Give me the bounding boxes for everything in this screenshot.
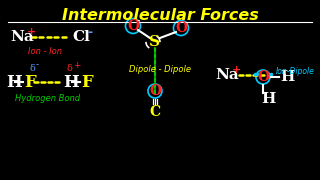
Text: δ: δ: [67, 64, 73, 73]
Text: H: H: [6, 73, 22, 91]
Text: δ: δ: [30, 64, 36, 73]
Text: -: -: [36, 60, 39, 69]
Text: F: F: [81, 73, 93, 91]
Text: +: +: [27, 27, 36, 37]
Text: Na: Na: [215, 68, 239, 82]
Text: +: +: [232, 65, 241, 75]
Text: -: -: [87, 26, 92, 39]
Text: Intermolecular Forces: Intermolecular Forces: [61, 8, 258, 23]
Text: S: S: [149, 35, 160, 49]
Text: Ion-Dipole: Ion-Dipole: [276, 67, 314, 76]
Text: O: O: [257, 70, 269, 84]
Text: Na: Na: [10, 30, 34, 44]
Text: H: H: [63, 73, 79, 91]
Text: Dipole - Dipole: Dipole - Dipole: [129, 65, 191, 74]
Text: Hydrogen Bond: Hydrogen Bond: [15, 94, 81, 103]
Text: C: C: [149, 105, 161, 119]
Text: O: O: [127, 19, 139, 33]
Text: O: O: [175, 21, 187, 35]
Text: -: -: [185, 17, 188, 27]
Text: Cl: Cl: [72, 30, 90, 44]
Text: O: O: [149, 84, 161, 98]
Text: F: F: [24, 73, 36, 91]
Text: -: -: [137, 15, 140, 25]
Text: H: H: [261, 92, 275, 106]
Text: Ion - Ion: Ion - Ion: [28, 47, 62, 56]
Text: +: +: [73, 60, 81, 69]
Text: H: H: [280, 70, 294, 84]
